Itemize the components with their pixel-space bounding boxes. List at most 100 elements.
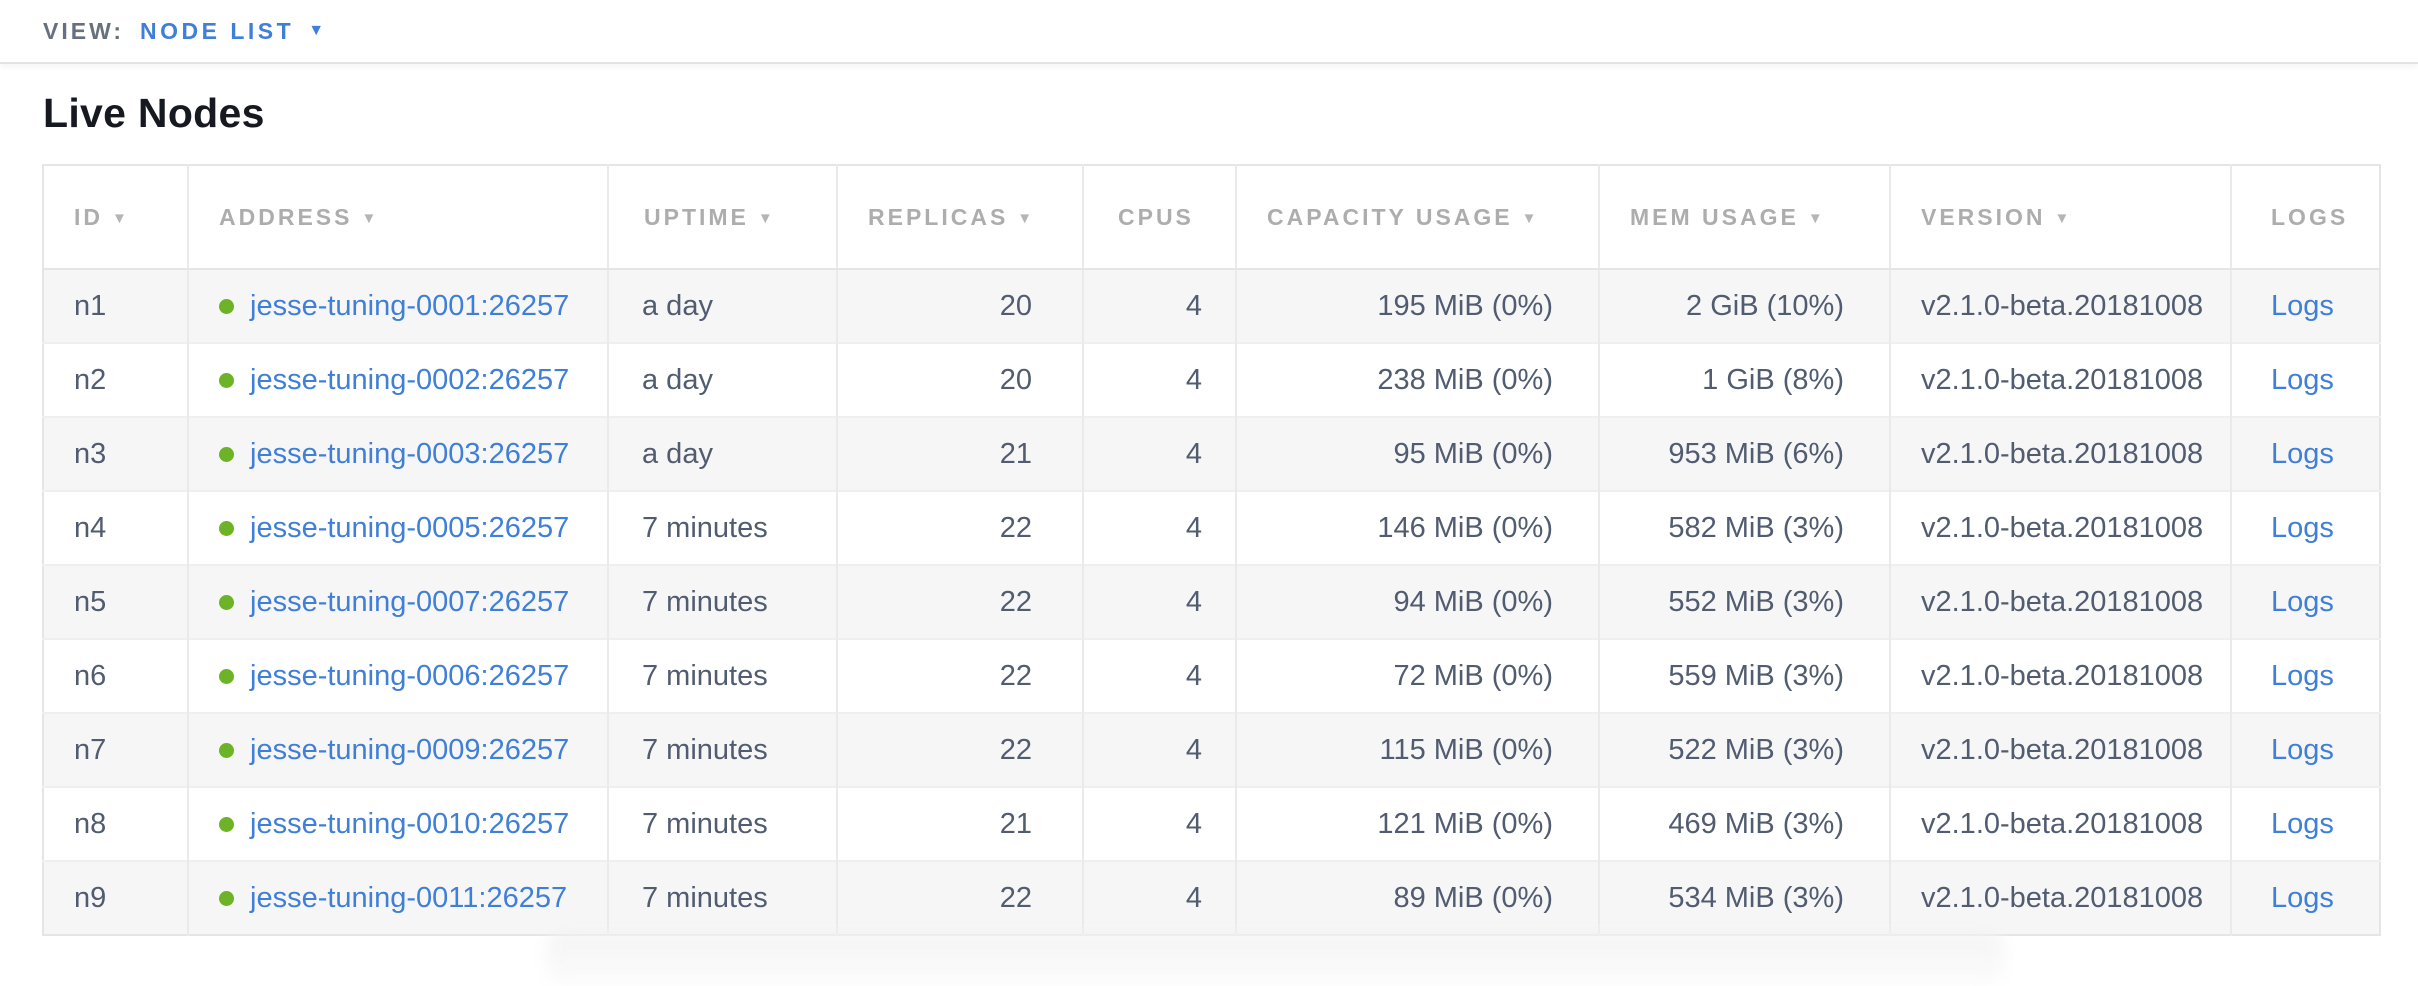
sort-desc-icon: ▼: [757, 209, 776, 227]
table-body: n1 jesse-tuning-0001:26257 a day 20 4 195 MiB…: [43, 269, 2380, 935]
mem-cell: 552 MiB (3%): [1599, 564, 1891, 639]
uptime-cell: 7 minutes: [608, 638, 838, 713]
view-selector-bar: VIEW: NODE LIST ▼: [0, 0, 2418, 64]
node-address-link[interactable]: jesse-tuning-0006:26257: [250, 659, 570, 692]
sort-desc-icon: ▼: [1521, 209, 1540, 227]
node-logs-link[interactable]: Logs: [2271, 289, 2334, 322]
version-cell: v2.1.0-beta.20181008: [1890, 269, 2232, 343]
mem-cell: 582 MiB (3%): [1599, 490, 1891, 565]
mem-cell: 559 MiB (3%): [1599, 638, 1891, 713]
id-cell: n3: [43, 416, 189, 491]
replicas-cell: 22: [837, 638, 1084, 713]
node-address-link[interactable]: jesse-tuning-0002:26257: [250, 363, 570, 396]
table-row: n2 jesse-tuning-0002:26257 a day 20 4 238 MiB…: [43, 342, 2380, 417]
node-logs-link[interactable]: Logs: [2271, 511, 2334, 544]
column-label: VERSION: [1921, 203, 2046, 230]
logs-cell: Logs: [2231, 786, 2380, 861]
node-live-status-icon: [219, 890, 234, 906]
capacity-cell: 195 MiB (0%): [1236, 269, 1600, 343]
node-address-link[interactable]: jesse-tuning-0001:26257: [250, 289, 570, 322]
column-header-address[interactable]: ADDRESS ▼: [188, 165, 609, 270]
replicas-cell: 22: [837, 564, 1084, 639]
sort-desc-icon: ▼: [1017, 209, 1036, 227]
node-logs-link[interactable]: Logs: [2271, 585, 2334, 618]
node-address-link[interactable]: jesse-tuning-0011:26257: [250, 881, 568, 914]
table-row: n4 jesse-tuning-0005:26257 7 minutes 22 4 146…: [43, 490, 2380, 565]
cpus-cell: 4: [1083, 269, 1237, 343]
address-cell: jesse-tuning-0006:26257: [188, 638, 609, 713]
logs-cell: Logs: [2231, 342, 2380, 417]
replicas-cell: 22: [837, 860, 1084, 935]
version-cell: v2.1.0-beta.20181008: [1890, 860, 2232, 935]
version-cell: v2.1.0-beta.20181008: [1890, 786, 2232, 861]
node-address-link[interactable]: jesse-tuning-0005:26257: [250, 511, 570, 544]
node-live-status-icon: [219, 742, 234, 758]
node-address-link[interactable]: jesse-tuning-0009:26257: [250, 733, 570, 766]
node-logs-link[interactable]: Logs: [2271, 363, 2334, 396]
column-header-mem[interactable]: MEM USAGE ▼: [1599, 165, 1891, 270]
column-header-version[interactable]: VERSION ▼: [1890, 165, 2232, 270]
node-address-link[interactable]: jesse-tuning-0007:26257: [250, 585, 570, 618]
table-row: n6 jesse-tuning-0006:26257 7 minutes 22 4 72 …: [43, 638, 2380, 713]
column-header-id[interactable]: ID ▼: [43, 165, 189, 270]
address-cell: jesse-tuning-0001:26257: [188, 269, 609, 343]
uptime-cell: a day: [608, 416, 838, 491]
view-label: VIEW:: [43, 17, 125, 44]
id-cell: n7: [43, 712, 189, 787]
id-cell: n9: [43, 860, 189, 935]
node-logs-link[interactable]: Logs: [2271, 733, 2334, 766]
column-header-replicas[interactable]: REPLICAS ▼: [837, 165, 1084, 270]
caret-down-icon[interactable]: ▼: [308, 22, 325, 39]
column-label: REPLICAS: [868, 203, 1009, 230]
capacity-cell: 72 MiB (0%): [1236, 638, 1600, 713]
table-header-row: ID ▼ ADDRESS ▼ UPTIME ▼ REPLICAS ▼ CPUS CAPACITY …: [43, 165, 2380, 270]
uptime-cell: a day: [608, 342, 838, 417]
node-live-status-icon: [219, 520, 234, 536]
node-logs-link[interactable]: Logs: [2271, 807, 2334, 840]
id-cell: n5: [43, 564, 189, 639]
table-row: n3 jesse-tuning-0003:26257 a day 21 4 95 MiB …: [43, 416, 2380, 491]
address-cell: jesse-tuning-0007:26257: [188, 564, 609, 639]
view-dropdown[interactable]: NODE LIST: [140, 17, 295, 44]
below-fold-panel-shadow: [545, 930, 2005, 986]
node-logs-link[interactable]: Logs: [2271, 437, 2334, 470]
column-label: MEM USAGE: [1630, 203, 1799, 230]
logs-cell: Logs: [2231, 712, 2380, 787]
address-cell: jesse-tuning-0009:26257: [188, 712, 609, 787]
live-nodes-table: ID ▼ ADDRESS ▼ UPTIME ▼ REPLICAS ▼ CPUS CAPACITY …: [42, 164, 2381, 936]
sort-desc-icon: ▼: [1807, 209, 1826, 227]
node-address-link[interactable]: jesse-tuning-0010:26257: [250, 807, 570, 840]
node-logs-link[interactable]: Logs: [2271, 659, 2334, 692]
logs-cell: Logs: [2231, 490, 2380, 565]
column-header-uptime[interactable]: UPTIME ▼: [608, 165, 838, 270]
node-logs-link[interactable]: Logs: [2271, 881, 2334, 914]
address-cell: jesse-tuning-0003:26257: [188, 416, 609, 491]
replicas-cell: 21: [837, 416, 1084, 491]
uptime-cell: 7 minutes: [608, 860, 838, 935]
version-cell: v2.1.0-beta.20181008: [1890, 564, 2232, 639]
column-label: CPUS: [1118, 203, 1194, 230]
address-cell: jesse-tuning-0002:26257: [188, 342, 609, 417]
cpus-cell: 4: [1083, 416, 1237, 491]
address-cell: jesse-tuning-0005:26257: [188, 490, 609, 565]
table-row: n1 jesse-tuning-0001:26257 a day 20 4 195 MiB…: [43, 269, 2380, 343]
logs-cell: Logs: [2231, 564, 2380, 639]
id-cell: n8: [43, 786, 189, 861]
capacity-cell: 95 MiB (0%): [1236, 416, 1600, 491]
logs-cell: Logs: [2231, 416, 2380, 491]
mem-cell: 522 MiB (3%): [1599, 712, 1891, 787]
column-header-cpus: CPUS: [1083, 165, 1237, 270]
column-label: UPTIME: [644, 203, 749, 230]
logs-cell: Logs: [2231, 638, 2380, 713]
address-cell: jesse-tuning-0010:26257: [188, 786, 609, 861]
capacity-cell: 115 MiB (0%): [1236, 712, 1600, 787]
column-label: CAPACITY USAGE: [1267, 203, 1513, 230]
capacity-cell: 121 MiB (0%): [1236, 786, 1600, 861]
uptime-cell: 7 minutes: [608, 712, 838, 787]
column-header-capacity[interactable]: CAPACITY USAGE ▼: [1236, 165, 1600, 270]
replicas-cell: 20: [837, 269, 1084, 343]
version-cell: v2.1.0-beta.20181008: [1890, 416, 2232, 491]
column-label: LOGS: [2271, 203, 2349, 230]
capacity-cell: 89 MiB (0%): [1236, 860, 1600, 935]
node-address-link[interactable]: jesse-tuning-0003:26257: [250, 437, 570, 470]
